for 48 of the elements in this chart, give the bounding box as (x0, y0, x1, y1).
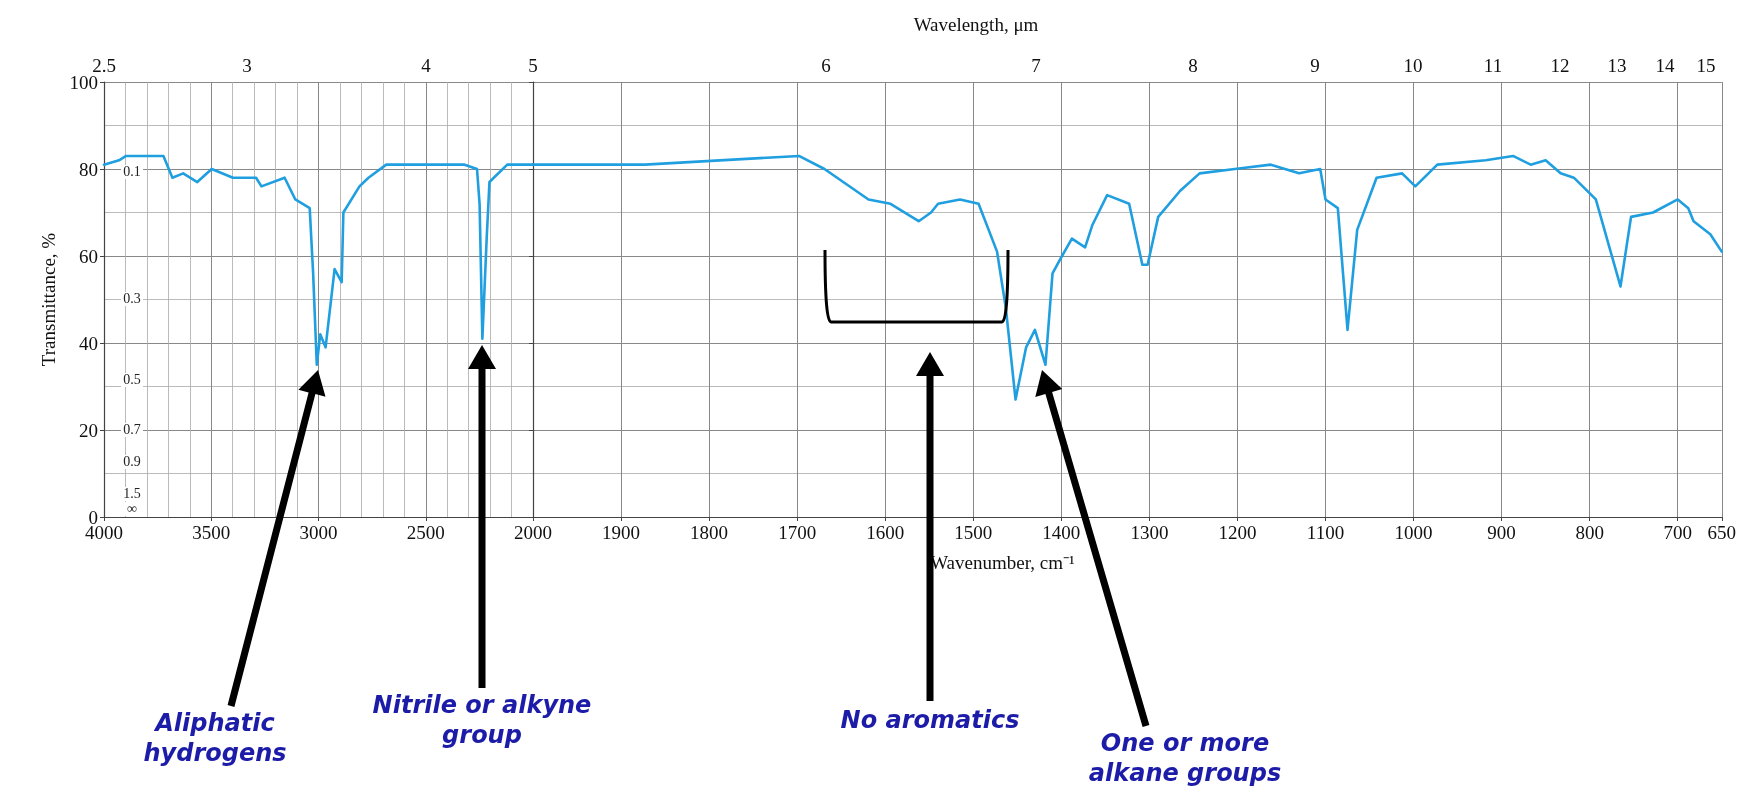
text: Nitrile or alkyne group (371, 690, 593, 750)
x-tick-label: 1500 (954, 522, 993, 543)
text: 7 (1030, 55, 1042, 77)
text: 11 (1482, 55, 1504, 77)
x-tick-label: 3000 (299, 522, 338, 543)
text: No aromatics (839, 705, 1021, 735)
text: 6 (820, 55, 832, 77)
y-axis-title: Transmittance, % (38, 232, 59, 367)
x-tick-label: 1100 (1306, 522, 1345, 543)
x-tick-label: 900 (1487, 522, 1516, 543)
text: 8 (1187, 55, 1199, 77)
text: 15 (1695, 55, 1717, 77)
annotation: 0.3 (121, 291, 143, 306)
annotation: 0.5 (121, 372, 143, 387)
y-tick-label: 80 (79, 158, 98, 180)
x-tick-label: 650 (1707, 522, 1736, 543)
annotation: 1.5 (121, 486, 143, 501)
x-tick-label: 1200 (1218, 522, 1257, 543)
x-tick-label: 800 (1575, 522, 1604, 543)
text: 5 (527, 55, 539, 77)
text: Aliphatic hydrogens (142, 708, 288, 768)
text: 12 (1549, 55, 1571, 77)
x-tick-label: 2000 (514, 522, 552, 543)
x-tick-label: 1700 (778, 522, 817, 543)
y-tick-label: 20 (79, 419, 98, 441)
x-tick-label: 3500 (192, 522, 231, 543)
annotation: 0.7 (121, 422, 143, 437)
x-tick-label: 1000 (1394, 522, 1433, 543)
text: Wavelength, μm (912, 14, 1040, 36)
text: 10 (1402, 55, 1424, 77)
text: 9 (1309, 55, 1321, 77)
text: One or more alkane groups (1087, 728, 1283, 788)
x-tick-label: 1800 (690, 522, 729, 543)
annotation: 0.9 (121, 454, 143, 469)
y-tick-label: 60 (79, 245, 98, 267)
text: 13 (1606, 55, 1628, 77)
annotation: ∞ (121, 501, 143, 516)
text: 3 (241, 55, 253, 77)
x-tick-label: 1900 (602, 522, 641, 543)
text: 4 (420, 55, 432, 77)
x-tick-label: 700 (1663, 522, 1692, 543)
y-tick-label: 40 (79, 332, 98, 354)
x-tick-label: 1400 (1042, 522, 1081, 543)
x-tick-label: 1600 (866, 522, 905, 543)
annotation: 0.1 (121, 164, 143, 179)
text: 14 (1654, 55, 1676, 77)
x-tick-label: 2500 (406, 522, 445, 543)
x-tick-label: 1300 (1130, 522, 1169, 543)
